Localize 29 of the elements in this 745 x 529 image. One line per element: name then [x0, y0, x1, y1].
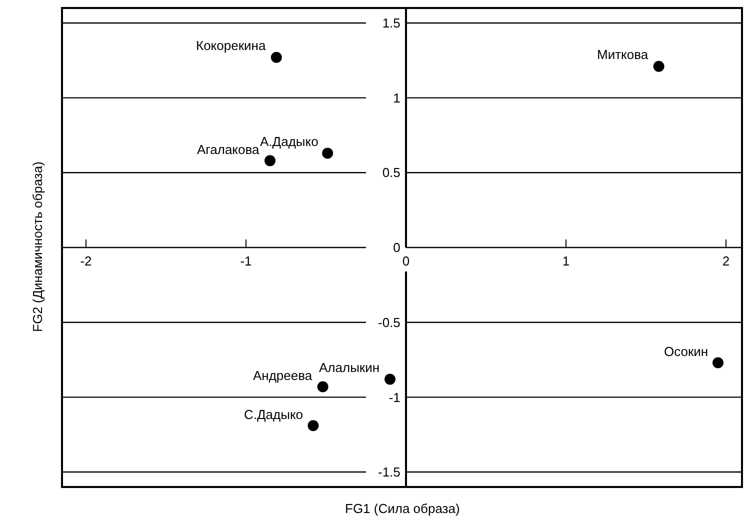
x-tick-label: 2	[722, 254, 730, 268]
y-tick-label: 1.5	[382, 16, 400, 31]
point	[270, 52, 282, 63]
annotation: Агалакова	[197, 142, 260, 157]
point	[317, 381, 328, 392]
annotation: Осокин	[664, 344, 708, 359]
y-axis-title: FG2 (Динамичность образа)	[30, 162, 45, 332]
point	[384, 374, 396, 385]
annotation: Кокорекина	[196, 38, 266, 53]
annotation: А.Дадыко	[260, 134, 318, 149]
point	[264, 155, 276, 166]
point	[322, 148, 334, 159]
x-tick-label: 1	[562, 254, 570, 268]
annotation: Андреева	[253, 368, 313, 383]
y-tick-label: -1.5	[378, 464, 400, 480]
x-tick-label: -1	[240, 254, 252, 268]
point	[712, 357, 724, 368]
annotation: Алалыкин	[319, 360, 380, 375]
annotation: С.Дадыко	[244, 407, 304, 422]
point	[308, 420, 319, 432]
y-tick-label: -1	[388, 390, 400, 405]
y-tick-label: 0	[393, 240, 400, 256]
y-tick-label: 0.5	[382, 165, 400, 180]
y-tick-label: -0.5	[378, 314, 400, 330]
y-tick-label: 1	[393, 90, 400, 106]
annotation: Миткова	[597, 47, 649, 62]
x-tick-label: -2	[80, 254, 92, 268]
x-axis-title: FG1 (Сила образа)	[345, 501, 460, 516]
point	[653, 60, 664, 72]
